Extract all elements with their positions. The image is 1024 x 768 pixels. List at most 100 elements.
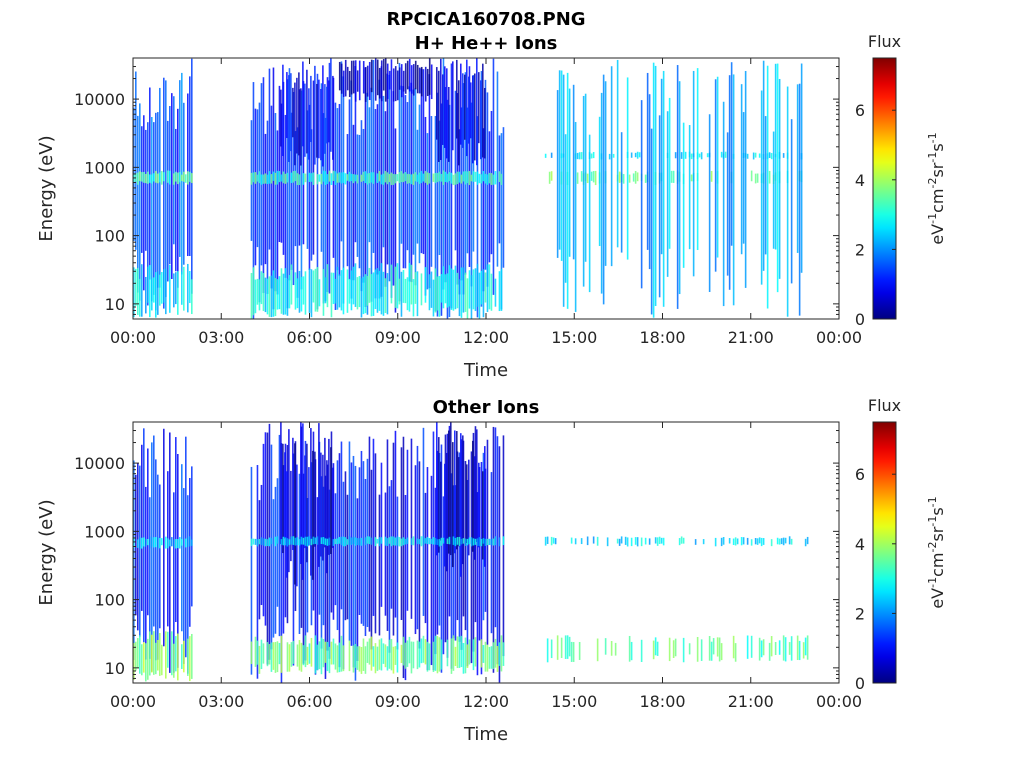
flux-column [400,447,403,620]
flux-column [462,267,465,313]
flux-column [332,638,335,665]
flux-column [410,438,413,619]
flux-column [474,171,477,182]
flux-column [348,278,351,304]
flux-column [396,174,399,182]
x-tick-label: 18:00 [639,692,685,711]
flux-column [370,59,373,93]
flux-column [616,59,619,248]
flux-column [386,273,389,315]
flux-column [298,473,301,635]
flux-column [139,537,141,549]
flux-column [308,536,311,545]
flux-column [446,639,449,667]
flux-column [300,276,303,312]
flux-column [191,173,193,184]
flux-column [473,456,476,560]
y-tick-label: 1000 [84,158,125,177]
flux-column [710,170,713,182]
flux-column [483,446,486,567]
flux-column [678,81,681,295]
flux-column [560,70,563,261]
flux-column [284,114,287,278]
flux-column [358,276,361,308]
flux-column [412,64,415,96]
flux-column [624,536,627,545]
flux-column [428,274,431,311]
flux-column [141,444,143,611]
flux-column [470,275,473,319]
flux-column [282,64,284,157]
flux-column [145,643,147,682]
flux-column [324,437,326,548]
flux-column [304,536,307,546]
flux-column [452,635,455,671]
flux-column [492,538,495,546]
flux-column [334,102,337,310]
flux-column [374,643,377,674]
flux-column [458,171,461,183]
flux-column [490,539,493,545]
flux-column [494,278,497,307]
flux-column [388,639,391,669]
flux-column [694,539,697,545]
flux-column [798,83,801,316]
flux-column [394,537,397,546]
flux-column [308,467,310,546]
flux-column [304,635,307,668]
flux-column [732,538,735,545]
flux-column [806,635,809,660]
flux-column [173,643,175,678]
flux-column [306,536,309,547]
flux-column [336,266,339,310]
flux-column [469,82,472,139]
flux-column [378,494,381,636]
flux-column [400,171,403,183]
flux-column [722,537,725,545]
flux-column [452,269,455,311]
flux-column [324,277,327,304]
flux-column [454,646,457,667]
flux-column [728,537,731,544]
y-tick-label: 1000 [84,522,125,541]
flux-column [484,641,487,672]
flux-column [298,640,301,671]
flux-column [446,538,449,544]
flux-column [165,631,167,679]
flux-column [258,539,261,545]
flux-column [632,173,635,182]
flux-column [402,173,405,183]
flux-column [566,72,569,309]
flux-column [320,88,322,161]
flux-column [137,172,139,185]
flux-column [652,640,655,660]
flux-column [139,171,141,181]
flux-column [436,172,439,183]
flux-column [382,173,385,185]
flux-column [342,76,345,304]
flux-column [280,89,282,147]
flux-column [696,68,699,251]
flux-column [376,173,379,183]
flux-column [644,174,647,183]
flux-column [388,486,391,653]
flux-column [434,538,437,545]
flux-column [181,271,183,305]
flux-column [430,116,433,267]
panel1-title: H+ He++ Ions [415,33,558,54]
flux-column [268,171,271,184]
flux-column [554,538,557,545]
flux-column [459,433,462,577]
flux-column [456,93,459,285]
flux-column [292,437,294,551]
flux-column [328,646,331,674]
flux-column [378,170,381,182]
flux-column [582,95,585,287]
x-tick-label: 15:00 [551,692,597,711]
flux-column [592,536,595,544]
flux-column [408,174,411,184]
flux-column [296,537,299,546]
flux-column [590,171,593,181]
flux-column [426,133,429,290]
flux-column [356,538,359,546]
